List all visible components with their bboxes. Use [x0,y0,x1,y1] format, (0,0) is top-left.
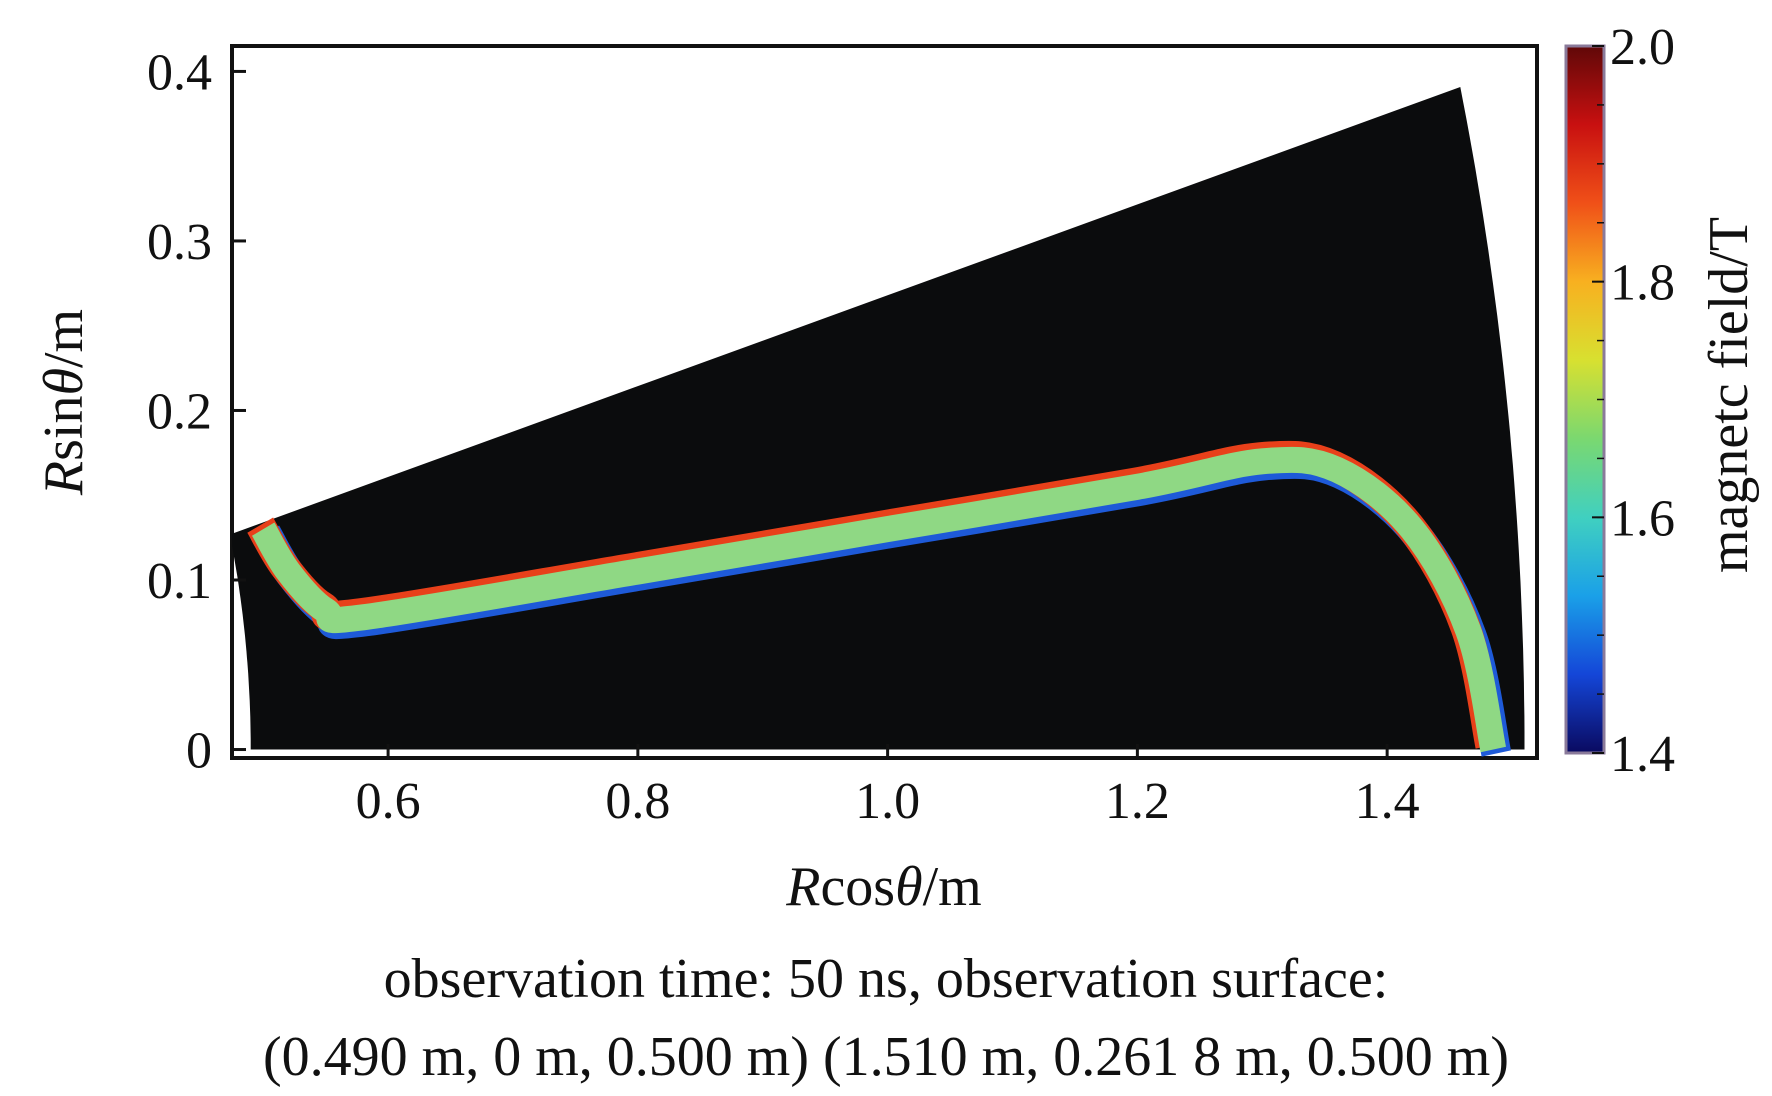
x-axis-label-theta: θ [895,856,923,918]
caption-line-1: observation time: 50 ns, observation sur… [383,948,1389,1010]
figure-caption: observation time: 50 ns, observation sur… [0,940,1772,1096]
colorbar-tick-label: 2.0 [1610,19,1675,76]
y-axis-label-theta: θ [33,368,95,396]
colorbar-ticks: 1.4 1.6 1.8 2.0 [1592,19,1675,783]
x-axis-label-r: R [785,856,820,918]
simulation-domain [232,87,1525,750]
y-axis-label: Rsinθ/m [33,309,95,496]
plot-area [232,87,1525,757]
x-axis-label-unit: /m [923,856,982,918]
x-tick-label: 0.6 [356,773,421,830]
y-axis-label-r: R [33,461,95,496]
y-tick-label: 0.1 [147,553,212,610]
y-axis-label-func: sin [33,396,95,461]
y-axis-label-unit: /m [33,309,95,368]
x-axis-label: Rcosθ/m [785,856,982,918]
plot-frame [230,44,1539,760]
y-tick-label: 0.3 [147,214,212,271]
x-axis-ticks: 0.6 0.8 1.0 1.2 1.4 [356,744,1420,830]
x-tick-label: 1.0 [855,773,920,830]
colorbar-label: magnetc field/T [1698,217,1760,573]
colorbar: 1.4 1.6 1.8 2.0 magnetc field/T [1564,19,1760,783]
y-axis-ticks: 0 0.1 0.2 0.3 0.4 [147,44,246,780]
magnetic-field-chart: 0.6 0.8 1.0 1.2 1.4 00.10.20.30.4 Rcosθ/m Rs… [33,19,1760,918]
y-tick-label: 0 [186,723,212,780]
y-tick-label: 0.4 [147,44,212,101]
field-band-core [251,446,1507,753]
colorbar-tick-label: 1.4 [1610,726,1675,783]
colorbar-tick-label: 1.8 [1610,255,1675,312]
colorbar-tick-label: 1.6 [1610,490,1675,547]
y-tick-label: 0.2 [147,383,212,440]
x-axis-label-func: cos [820,856,895,918]
x-tick-label: 1.4 [1355,773,1420,830]
x-tick-label: 0.8 [605,773,670,830]
field-band [247,440,1512,757]
caption-line-2: (0.490 m, 0 m, 0.500 m) (1.510 m, 0.261 … [263,1026,1509,1088]
x-tick-label: 1.2 [1105,773,1170,830]
